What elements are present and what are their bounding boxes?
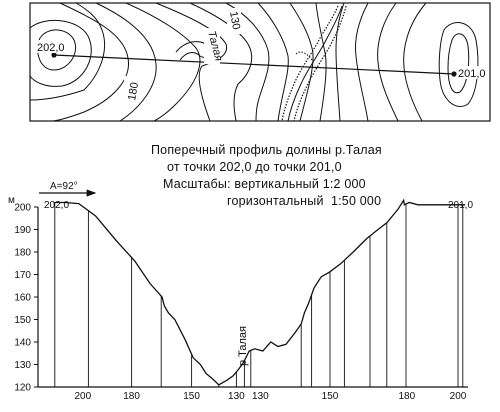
label-halo bbox=[124, 76, 138, 102]
bottom-label: 150 bbox=[183, 391, 200, 402]
contour-line bbox=[225, 2, 270, 122]
contour-line bbox=[95, 2, 157, 122]
contour-line bbox=[355, 2, 369, 122]
contour-line bbox=[335, 2, 345, 122]
end-point-label: 201,0 bbox=[448, 200, 473, 211]
river-bank-left bbox=[281, 5, 339, 122]
point-201-marker bbox=[451, 71, 457, 77]
bottom-label: 180 bbox=[398, 391, 415, 402]
label-halo bbox=[204, 28, 220, 64]
river-tributary bbox=[295, 51, 313, 61]
contour-line bbox=[37, 29, 76, 71]
profile-line bbox=[53, 54, 455, 75]
contour-line bbox=[125, 2, 201, 122]
contour-line bbox=[377, 2, 399, 122]
azimuth-label: A=92° bbox=[50, 181, 78, 192]
y-tick-label: 200 bbox=[14, 203, 31, 214]
label-halo bbox=[457, 66, 486, 79]
y-tick-label: 140 bbox=[14, 338, 31, 349]
caption-line-1: Поперечный профиль долины р.Талая bbox=[151, 143, 382, 157]
y-tick-label: 170 bbox=[14, 270, 31, 281]
point-202-marker bbox=[51, 52, 57, 58]
profile-chart: A=92° м 200 190 180 170 160 150 140 130 120 202,… bbox=[8, 181, 473, 402]
caption-line-2: от точки 202,0 до точки 201,0 bbox=[167, 160, 342, 174]
caption-line-3: Масштабы: вертикальный 1:2 000 bbox=[163, 177, 366, 191]
bottom-label: 200 bbox=[450, 391, 467, 402]
y-tick-label: 150 bbox=[14, 315, 31, 326]
label-halo bbox=[36, 40, 66, 53]
river-channel bbox=[287, 5, 343, 122]
point-202-label: 202,0 bbox=[37, 42, 65, 54]
contour-line bbox=[29, 19, 92, 87]
map-frame bbox=[29, 2, 491, 122]
y-axis-unit: м bbox=[8, 195, 15, 206]
y-tick-label: 180 bbox=[14, 248, 31, 259]
bottom-label: 130 bbox=[252, 391, 269, 402]
start-point-label: 202,0 bbox=[44, 200, 69, 211]
contour-line bbox=[289, 2, 314, 122]
contour-line bbox=[51, 2, 129, 122]
y-ticks: 200 190 180 170 160 150 140 130 120 bbox=[14, 203, 38, 394]
bottom-label: 180 bbox=[123, 391, 140, 402]
contour-label-180: 180 bbox=[126, 81, 141, 101]
contour-line bbox=[29, 2, 106, 101]
contour-label-130: 130 bbox=[227, 10, 242, 30]
label-halo bbox=[227, 8, 241, 34]
contour-line bbox=[403, 2, 427, 122]
contour-line bbox=[315, 2, 327, 122]
bottom-labels: 200 180 150 130 130 150 180 200 bbox=[74, 391, 466, 402]
bottom-label: 150 bbox=[322, 391, 339, 402]
bottom-label: 200 bbox=[74, 391, 91, 402]
river-talaya bbox=[281, 5, 347, 122]
caption-line-4: горизонтальный 1:50 000 bbox=[227, 194, 382, 208]
contour-line bbox=[447, 33, 470, 94]
y-tick-label: 190 bbox=[14, 225, 31, 236]
y-tick-label: 120 bbox=[14, 383, 31, 394]
profile-curve bbox=[54, 198, 466, 386]
topographic-map: 202,0 201,0 180 130 Талая bbox=[29, 2, 491, 122]
contour-line bbox=[257, 2, 289, 122]
contour-line bbox=[155, 2, 228, 122]
river-label-profile: р.Талая bbox=[237, 326, 249, 366]
contour-lines bbox=[29, 2, 479, 122]
point-201-label: 201,0 bbox=[458, 68, 486, 80]
contour-line bbox=[189, 2, 253, 122]
y-tick-label: 130 bbox=[14, 360, 31, 371]
y-tick-label: 160 bbox=[14, 293, 31, 304]
contour-line bbox=[438, 22, 479, 107]
contour-verticals bbox=[54, 202, 464, 387]
bottom-label: 130 bbox=[228, 391, 245, 402]
